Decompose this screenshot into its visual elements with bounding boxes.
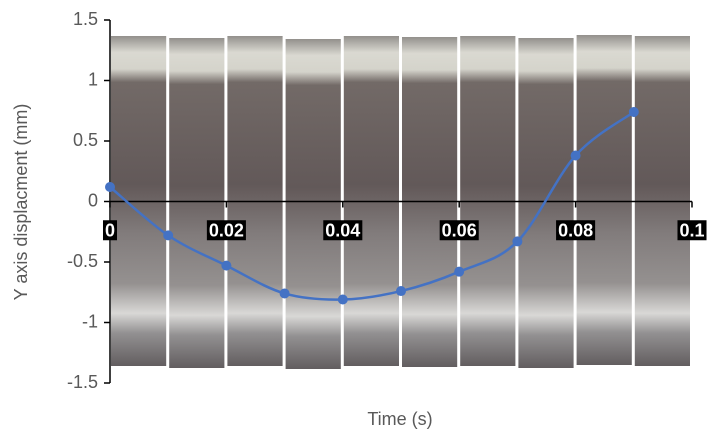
y-axis-title: Y axis displacment (mm) (11, 104, 31, 301)
data-point (105, 181, 115, 192)
series-line (109, 110, 635, 301)
y-tick-label: 0 (88, 190, 98, 210)
data-point (396, 286, 406, 297)
x-tick-label: 0.1 (679, 220, 704, 240)
data-point (163, 230, 174, 241)
x-tick-label-bg (206, 220, 246, 241)
photo-strip (518, 38, 574, 368)
x-axis-title: Time (s) (367, 409, 432, 429)
data-point (221, 260, 232, 271)
x-tick-label-bg (556, 220, 596, 241)
y-tick-label: -1.5 (67, 372, 98, 392)
photo-strip (169, 38, 225, 368)
data-point (512, 236, 523, 247)
data-point (337, 294, 348, 305)
y-tick-label: -1 (82, 311, 98, 331)
y-tick-label: 1.5 (73, 9, 98, 29)
x-tick-label: 0.04 (325, 220, 360, 240)
y-tick-label: 0.5 (73, 130, 98, 150)
x-tick-label: 0.02 (209, 220, 244, 240)
x-tick-label-bg (439, 220, 479, 241)
data-point (454, 266, 465, 277)
y-tick-label: 1 (88, 69, 98, 89)
data-point (628, 106, 639, 117)
x-tick-label: 0 (105, 220, 115, 240)
photo-strip (576, 35, 632, 365)
x-tick-label-bg (323, 220, 363, 241)
data-point (279, 288, 290, 299)
y-tick-label: -0.5 (67, 251, 98, 271)
data-point (570, 150, 581, 161)
x-tick-label: 0.06 (442, 220, 477, 240)
photo-strip (285, 39, 341, 369)
x-tick-label-bg (677, 220, 707, 241)
x-tick-label: 0.08 (558, 220, 593, 240)
x-tick-label-bg (102, 220, 118, 241)
